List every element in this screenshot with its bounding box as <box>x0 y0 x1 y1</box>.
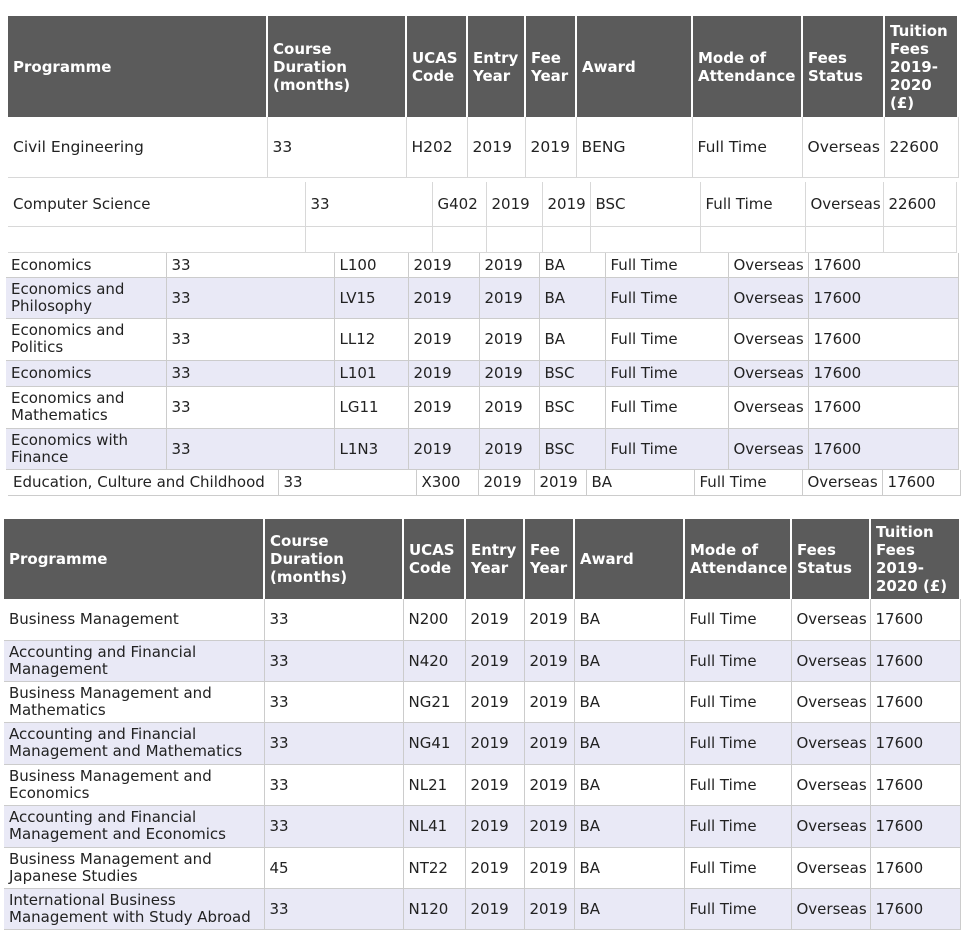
table-row: Accounting and Financial Management 33 N42… <box>4 640 961 682</box>
header-fees-status: Fees Status <box>791 519 871 599</box>
header-programme: Programme <box>4 519 265 599</box>
table-row: Economics and Politics 33 LL12 2019 2019 BA Fu… <box>6 318 959 361</box>
table-row: Economics 33 L101 2019 2019 BSC Full Time Overs… <box>6 360 959 387</box>
table-row: Economics and Philosophy 33 LV15 2019 2019 BA… <box>6 277 959 319</box>
table-row: International Business Management with S… <box>4 888 961 930</box>
header-programme: Programme <box>8 16 268 117</box>
table-row: Education, Culture and Childhood 33 X300… <box>8 470 961 496</box>
header-entry-year: Entry Year <box>467 16 526 117</box>
header-mode-of-attendance: Mode of Attendance <box>692 16 803 117</box>
table-row: Civil Engineering 33 H202 2019 2019 BENG… <box>8 117 959 178</box>
table-row: Business Management 33 N200 2019 2019 BA Full … <box>4 599 961 641</box>
header-course-duration: Course Duration (months) <box>267 16 407 117</box>
fees-table-business: Programme Course Duration (months) UCAS … <box>4 519 961 930</box>
table-row: Business Management and Japanese Studies… <box>4 847 961 889</box>
header-fee-year: Fee Year <box>524 519 575 599</box>
header-ucas-code: UCAS Code <box>406 16 468 117</box>
header-entry-year: Entry Year <box>465 519 525 599</box>
table-row: Business Management and Economics 33 NL21 2… <box>4 764 961 806</box>
table-row: Accounting and Financial Management and … <box>4 722 961 765</box>
fees-table-top: Programme Course Duration (months) UCAS … <box>8 16 959 178</box>
header-award: Award <box>574 519 685 599</box>
header-tuition-fees: Tuition Fees 2019-2020 (£) <box>870 519 961 599</box>
header-award: Award <box>576 16 693 117</box>
fees-table-economics: Economics 33 L100 2019 2019 BA Full Time Overse… <box>6 253 959 470</box>
header-course-duration: Course Duration (months) <box>264 519 404 599</box>
header-tuition-fees: Tuition Fees 2019-2020 (£) <box>884 16 959 117</box>
header-mode-of-attendance: Mode of Attendance <box>684 519 792 599</box>
header-fees-status: Fees Status <box>802 16 885 117</box>
header-fee-year: Fee Year <box>525 16 577 117</box>
table-row: Accounting and Financial Management and … <box>4 805 961 848</box>
table-row: Business Management and Mathematics 33 NG2… <box>4 681 961 723</box>
table-row: Economics 33 L100 2019 2019 BA Full Time Overse… <box>6 253 959 278</box>
table-row: Computer Science 33 G402 2019 2019 BSC F… <box>8 182 957 227</box>
table-row: Economics and Mathematics 33 LG11 2019 2019 B… <box>6 386 959 429</box>
fees-table-education: Education, Culture and Childhood 33 X300… <box>8 470 961 496</box>
table-row: Economics with Finance 33 L1N3 2019 2019 BSC F… <box>6 428 959 470</box>
fees-table-cs: Computer Science 33 G402 2019 2019 BSC F… <box>8 182 957 253</box>
header-ucas-code: UCAS Code <box>403 519 466 599</box>
